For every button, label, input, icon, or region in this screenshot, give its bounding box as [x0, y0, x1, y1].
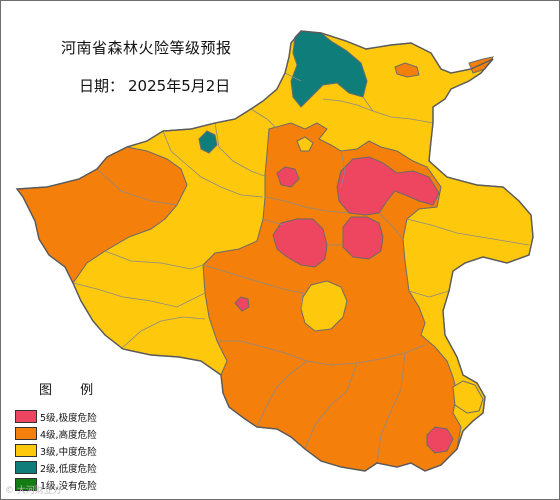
province-border	[15, 30, 534, 472]
red-region-center-west	[272, 218, 328, 268]
legend-swatch	[15, 427, 37, 440]
forecast-date: 日期： 2025年5月2日	[79, 75, 230, 96]
north-yellow-patch	[296, 136, 314, 152]
legend-item: 5级,极度危险	[15, 408, 145, 425]
watermark: © 大河财立方	[5, 486, 62, 496]
legend: 图 例 5级,极度危险 4级,高度危险 3级,中度危险 2级,低度危险 1级,没有危险	[15, 379, 145, 493]
legend-label: 1级,没有危险	[40, 480, 97, 492]
red-spot-southeast	[426, 426, 454, 454]
legend-item: 3级,中度危险	[15, 442, 145, 459]
southeast-yellow-patch	[452, 380, 484, 414]
legend-label: 2级,低度危险	[40, 463, 97, 475]
legend-swatch	[15, 444, 37, 457]
red-spot-small-north	[276, 166, 300, 188]
legend-items: 5级,极度危险 4级,高度危险 3级,中度危险 2级,低度危险 1级,没有危险	[15, 408, 145, 493]
legend-item: 1级,没有危险	[15, 476, 145, 493]
small-teal-spot	[198, 130, 218, 154]
date-value: 2025年5月2日	[128, 77, 231, 95]
legend-item: 4级,高度危险	[15, 425, 145, 442]
legend-swatch	[15, 478, 37, 491]
legend-title: 图 例	[39, 383, 106, 398]
red-spot-west	[234, 296, 250, 312]
date-label: 日期：	[79, 77, 125, 95]
legend-swatch	[15, 461, 37, 474]
map-title: 河南省森林火险等级预报	[61, 39, 232, 57]
legend-swatch	[15, 410, 37, 423]
red-region-center-east	[342, 216, 384, 260]
north-region-level2	[290, 30, 368, 108]
legend-item: 2级,低度危险	[15, 459, 145, 476]
legend-label: 4级,高度危险	[40, 429, 97, 441]
legend-label: 3级,中度危险	[40, 446, 97, 458]
county-boundaries	[72, 72, 530, 464]
central-yellow-spot	[300, 280, 348, 332]
legend-label: 5级,极度危险	[40, 412, 97, 424]
northeast-orange-patch	[394, 62, 420, 78]
